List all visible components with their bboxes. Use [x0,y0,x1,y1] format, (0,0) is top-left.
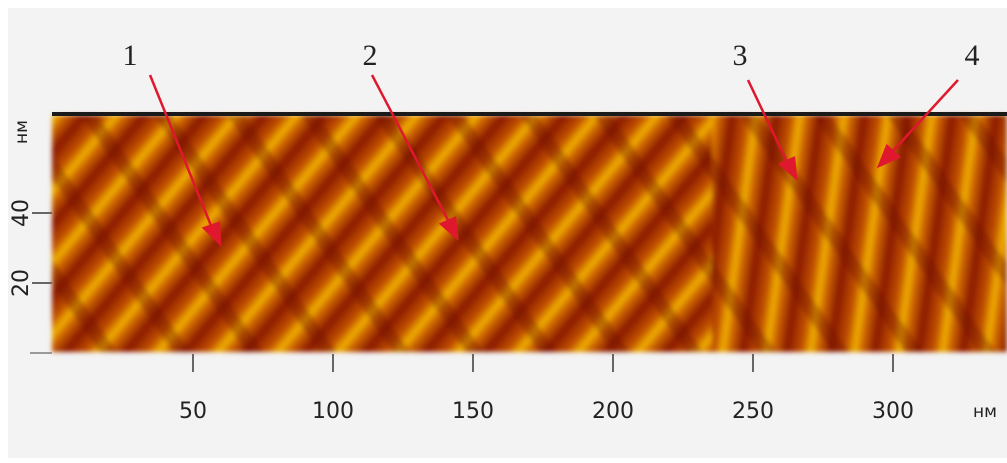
annotation: 1 [123,39,138,72]
annotation: 4 [965,39,980,72]
arrows [148,74,959,248]
y-axis-label: нм [12,120,32,144]
x-tick-label: 250 [732,399,774,424]
annotation: 2 [363,39,378,72]
x-tick-label: 300 [872,399,914,424]
y-tick-label: 20 [9,269,34,297]
x-axis-label: нм [973,402,997,422]
x-tick-label: 100 [312,399,354,424]
x-tick-label: 50 [179,399,207,424]
x-tick-label: 150 [452,399,494,424]
x-tick-label: 200 [592,399,634,424]
afm-image [52,112,1007,352]
annotation: 3 [733,39,748,72]
y-tick-label: 40 [9,199,34,227]
